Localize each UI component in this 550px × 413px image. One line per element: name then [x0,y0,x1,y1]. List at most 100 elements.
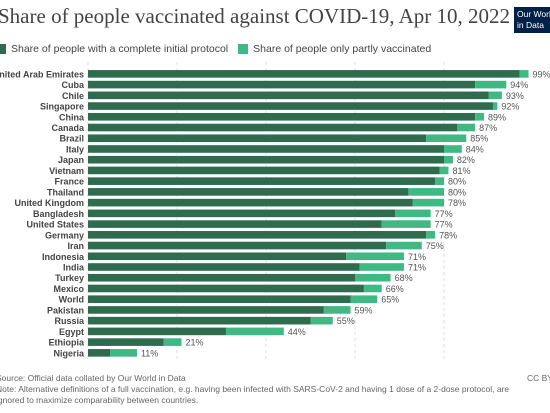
bar-partial [488,91,502,100]
bar-complete [88,80,476,89]
bar-partial [426,134,467,143]
value-label: 94% [510,80,528,90]
bar-complete [88,177,436,185]
category-label: Nigeria [53,348,85,358]
legend-label-partial: Share of people only partly vaccinated [253,43,432,55]
legend-item-complete[interactable]: Share of people with a complete initial … [0,43,228,55]
bar-partial [457,123,476,132]
value-label: 99% [533,69,550,79]
bar-partial [310,316,333,325]
bar-partial [346,252,404,261]
value-label: 11% [141,348,158,358]
bar-partial [323,306,351,314]
bar-complete [88,112,476,121]
category-label: Russia [54,316,85,326]
bar-partial [475,80,507,89]
bar-complete [88,349,111,357]
value-label: 44% [288,327,306,337]
bar-partial [350,295,378,303]
legend-item-partial[interactable]: Share of people only partly vaccinated [238,43,431,55]
category-label: Singapore [40,102,84,112]
value-label: 93% [506,91,524,101]
bar-complete [88,134,427,143]
category-label: United States [26,220,84,230]
category-label: Vietnam [49,166,84,176]
bar-partial [355,273,391,282]
source-note: Source: Official data collated by Our Wo… [0,373,186,383]
chart-title: Share of people vaccinated against COVID… [0,4,511,28]
category-label: France [54,177,84,187]
bar-partial [444,145,462,153]
category-label: Iran [67,241,84,251]
category-label: Japan [58,155,84,165]
bar-chart: United Arab Emirates 99% Cuba 94% Chile 93% Si… [0,62,550,360]
value-label: 71% [408,252,426,262]
value-label: 55% [337,316,355,326]
bar-complete [88,316,311,325]
logo-line-1: Our World [517,9,550,19]
bar-partial [408,188,444,196]
owid-logo[interactable]: Our World in Data [514,7,550,33]
value-label: 77% [435,220,453,230]
category-label: Italy [66,144,84,154]
bar-complete [88,295,351,303]
legend-swatch-partial [238,44,249,54]
bar-partial [359,263,404,271]
category-label: Brazil [59,134,84,144]
value-label: 81% [452,166,470,176]
category-label: Ethiopia [49,338,85,348]
bar-partial [475,112,485,121]
category-label: Thailand [47,187,84,197]
category-label: United Arab Emirates [0,69,84,79]
bar-complete [88,327,226,336]
bar-complete [88,209,396,218]
value-label: 80% [448,177,466,187]
value-label: 78% [439,230,457,240]
bar-complete [88,252,347,261]
bar-partial [225,327,284,336]
category-label: Bangladesh [33,209,84,219]
chart-footer: Source: Official data collated by Our Wo… [0,373,516,406]
bar-partial [519,70,529,78]
value-label: 66% [386,284,404,294]
bar-partial [110,349,137,357]
bar-complete [88,155,444,164]
value-label: 87% [479,123,497,133]
value-label: 80% [448,187,466,197]
bar-complete [88,306,324,314]
value-label: 82% [457,155,475,165]
bar-complete [88,338,164,346]
value-label: 21% [185,338,203,348]
bar-partial [163,338,182,346]
definition-note-line-1: Note: Alternative definitions of a full … [0,384,510,394]
license-label[interactable]: CC BY [527,373,550,383]
definition-note-line-2: ignored to maximize comparability betwee… [0,395,199,405]
bar-complete [88,188,409,196]
category-label: India [63,263,85,273]
category-label: World [59,295,84,305]
logo-line-2: in Data [517,20,544,30]
bar-complete [88,145,444,153]
bar-complete [88,231,427,239]
bar-complete [88,123,458,132]
category-label: Cuba [62,80,85,90]
value-label: 59% [355,305,373,315]
value-label: 78% [448,198,466,208]
value-label: 77% [435,209,453,219]
category-label: China [59,112,85,122]
category-label: Chile [62,91,84,101]
bar-partial [386,241,422,250]
bar-complete [88,166,440,175]
value-label: 92% [501,102,519,112]
category-label: United Kingdom [15,198,85,208]
bar-partial [435,177,444,185]
bar-complete [88,284,364,293]
bar-complete [88,220,382,228]
category-label: Egypt [59,327,84,337]
bar-partial [395,209,431,218]
category-label: Pakistan [47,305,84,315]
chart-legend: Share of people with a complete initial … [0,43,431,55]
bar-partial [426,231,436,239]
bar-partial [492,102,498,110]
bar-complete [88,241,387,250]
